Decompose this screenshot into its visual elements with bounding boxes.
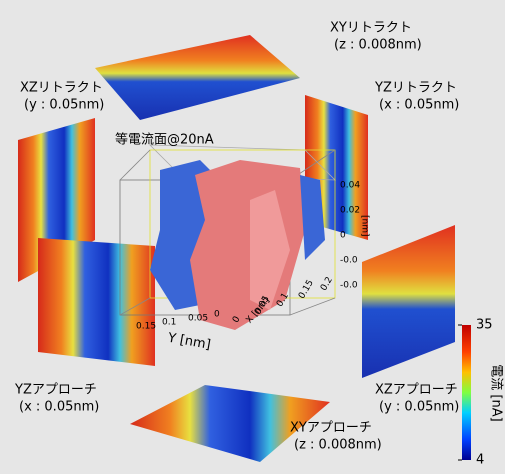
panel-label: YZアプローチ xyxy=(14,383,97,398)
panel-xy-retract xyxy=(95,35,300,120)
panel-yz-approach xyxy=(38,238,155,366)
colorbar-tick-label: 4 xyxy=(476,453,484,468)
z-tick-label: 0 xyxy=(340,231,346,241)
colorbar xyxy=(462,325,471,460)
colorbar-label: 電流 [nA] xyxy=(489,364,504,421)
isosurface xyxy=(150,160,325,330)
panel-param: (z : 0.008nm) xyxy=(294,438,382,453)
panel-param: (x : 0.05nm) xyxy=(19,400,99,415)
z-tick-label: -0.0 xyxy=(340,281,358,291)
panel-label: XZアプローチ xyxy=(375,383,458,398)
z-axis-label: [nm] xyxy=(360,215,370,237)
panel-param: (x : 0.05nm) xyxy=(379,98,459,113)
panel-label: XZリトラクト xyxy=(20,81,103,96)
z-tick-label: 0.04 xyxy=(340,181,360,191)
panel-param: (z : 0.008nm) xyxy=(334,38,422,53)
z-tick-label: -0.0 xyxy=(340,256,358,266)
colorbar-tick-label: 35 xyxy=(476,318,493,333)
y-tick-label: 0.05 xyxy=(188,314,208,324)
y-tick-label: 0 xyxy=(214,310,220,320)
title: 等電流面@20nA xyxy=(115,132,214,148)
y-tick-label: 0.15 xyxy=(136,322,156,332)
y-tick-label: 0.1 xyxy=(162,318,176,328)
panel-label: XYアプローチ xyxy=(290,421,372,436)
z-tick-label: 0.02 xyxy=(340,206,360,216)
panel-label: XYリトラクト xyxy=(330,21,412,36)
x-tick-label: 0 xyxy=(231,315,243,325)
panel-param: (y : 0.05nm) xyxy=(379,400,459,415)
panel-label: YZリトラクト xyxy=(374,81,457,96)
panel-xy-approach xyxy=(130,385,330,462)
panel-xz-approach xyxy=(362,225,455,378)
panel-param: (y : 0.05nm) xyxy=(24,98,104,113)
